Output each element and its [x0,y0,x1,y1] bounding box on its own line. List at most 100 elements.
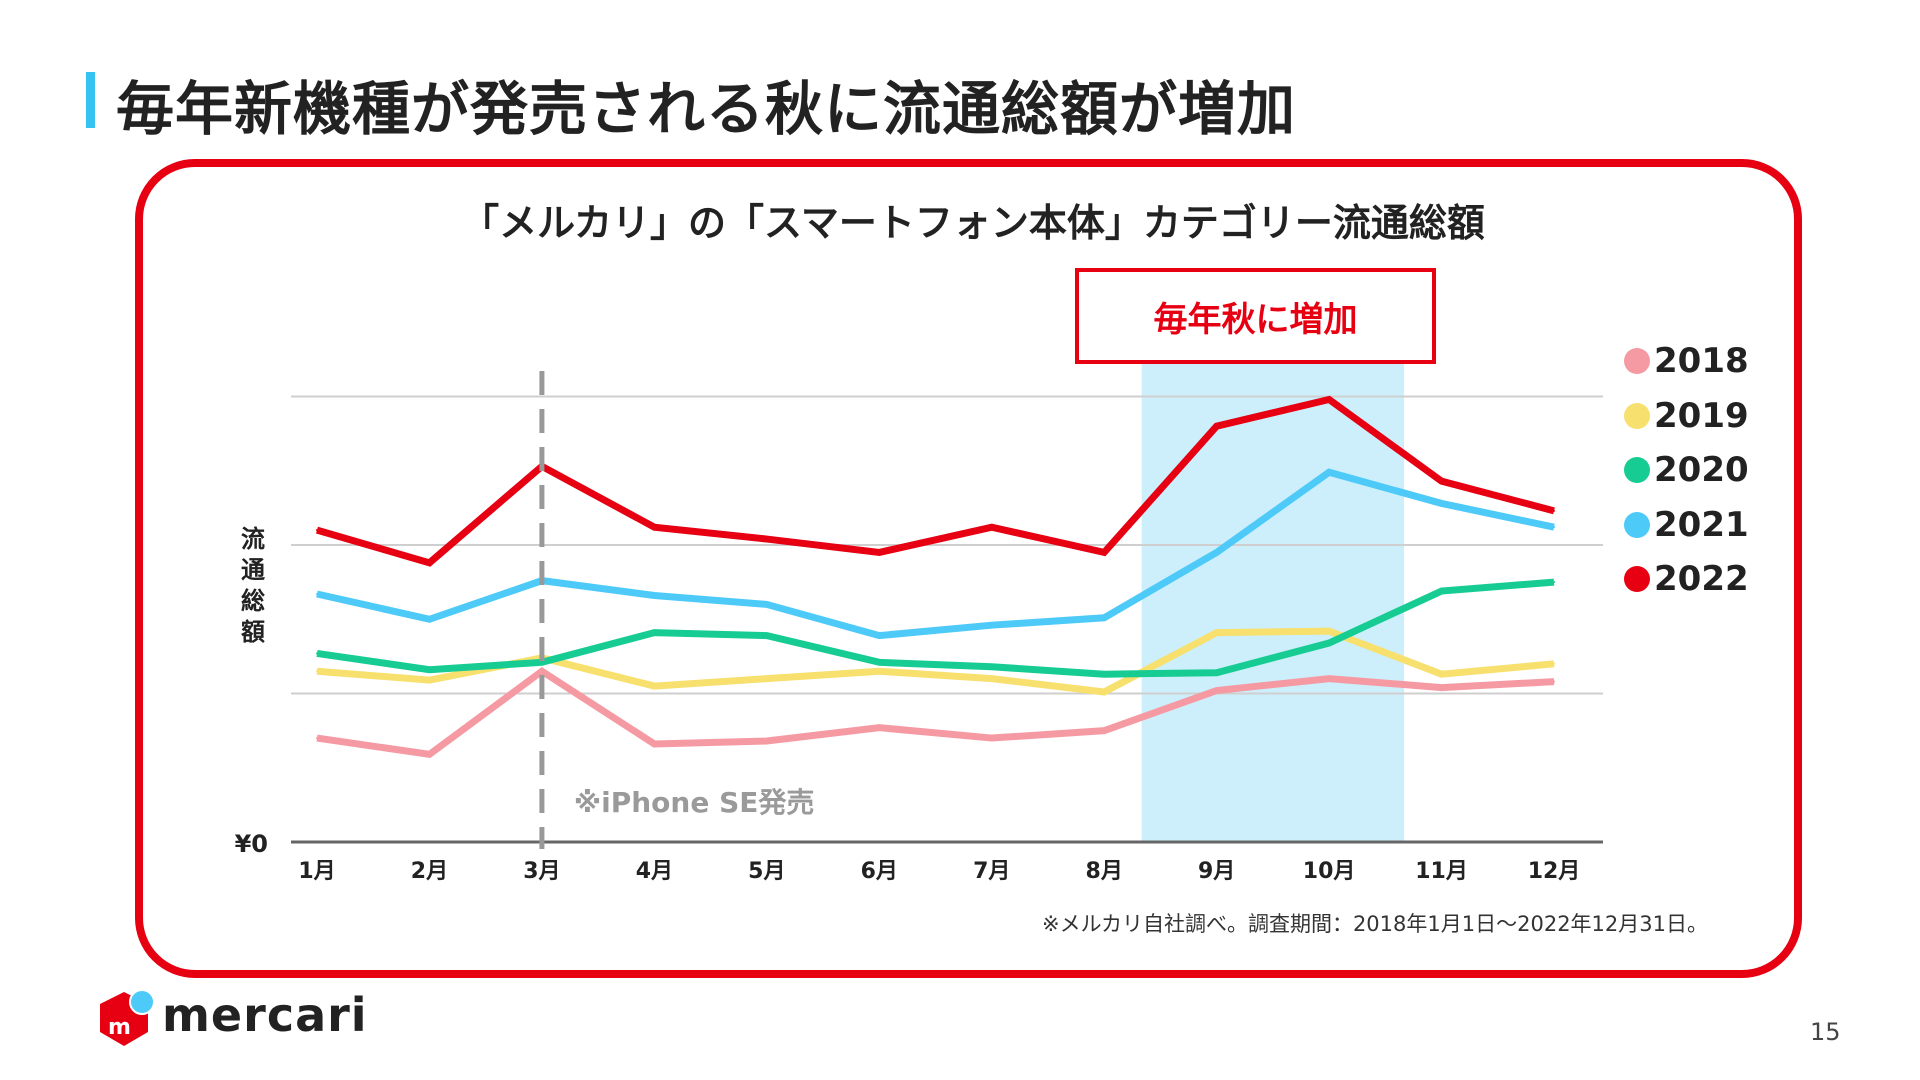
data-point-2018 [878,726,881,729]
data-point-2022 [990,526,993,529]
footnote: ※メルカリ自社調べ。調査期間：2018年1月1日〜2022年12月31日。 [1041,912,1708,936]
mercari-logo-icon: m [100,989,155,1046]
legend-label: 2019 [1654,395,1749,436]
data-point-2022 [428,561,431,564]
data-point-2019 [1328,630,1331,633]
legend-item: 2020 [1624,443,1749,498]
x-tick-label: 10月 [1303,859,1356,884]
data-point-2020 [1215,671,1218,674]
data-point-2021 [653,594,656,597]
x-tick-label: 6月 [861,859,898,884]
data-point-2019 [1103,691,1106,694]
data-point-2019 [428,679,431,682]
data-point-2019 [1553,662,1555,665]
series-line-2022 [316,395,1555,567]
data-point-2021 [765,603,768,606]
legend-label: 2022 [1654,559,1749,600]
data-point-2018 [540,670,543,673]
data-point-2019 [316,670,318,673]
data-point-2021 [1553,526,1555,529]
highlight-band [1141,364,1405,842]
data-point-2018 [1440,686,1443,689]
data-point-2020 [1103,673,1106,676]
data-point-2021 [1328,471,1331,474]
data-point-2022 [765,538,768,541]
data-point-2022 [878,551,881,554]
data-point-2020 [1553,581,1555,584]
data-point-2018 [990,737,993,740]
data-point-2021 [428,618,431,621]
x-tick-label: 11月 [1415,859,1468,884]
data-point-2020 [540,661,543,664]
legend-dot-icon [1624,402,1650,429]
data-point-2020 [1440,590,1443,593]
data-point-2019 [990,677,993,680]
data-point-2018 [1103,729,1106,732]
data-point-2021 [990,624,993,627]
data-point-2018 [428,753,431,756]
data-point-2018 [1553,680,1555,683]
data-point-2018 [316,737,318,740]
x-tick-label: 12月 [1528,859,1581,884]
series-line-2021 [316,468,1555,640]
annotation-text: ※iPhone SE発売 [574,786,814,819]
legend-label: 2021 [1654,504,1749,545]
data-point-2021 [1440,502,1443,505]
callout-text: 毎年秋に増加 [1153,299,1358,340]
chart-title: 「メルカリ」の「スマートフォン本体」カテゴリー流通総額 [461,201,1485,245]
series-line-2018 [316,666,1555,759]
legend-dot-icon [1624,348,1650,375]
data-point-2018 [1215,689,1218,692]
data-point-2022 [1328,398,1331,401]
x-tick-label: 2月 [411,859,448,884]
data-point-2021 [316,593,318,596]
data-point-2019 [878,670,881,673]
legend: 2018 2019 2020 2021 2022 [1624,334,1749,607]
x-tick-label: 4月 [636,859,673,884]
data-point-2018 [765,740,768,743]
data-point-2020 [878,661,881,664]
data-point-2019 [765,677,768,680]
x-tick-label: 9月 [1198,859,1235,884]
data-point-2020 [653,631,656,634]
data-point-2020 [1328,642,1331,645]
legend-item: 2021 [1624,498,1749,553]
data-point-2022 [1553,509,1555,512]
data-point-2020 [428,668,431,671]
legend-label: 2018 [1654,341,1749,382]
title-accent-bar [86,72,95,128]
legend-dot-icon [1624,566,1650,593]
data-point-2020 [990,665,993,668]
legend-item: 2022 [1624,552,1749,607]
logo-text: mercari [162,988,368,1042]
data-point-2019 [1440,673,1443,676]
x-tick-label: 5月 [748,859,785,884]
data-point-2019 [653,685,656,688]
data-point-2021 [1103,616,1106,619]
data-point-2021 [878,634,881,637]
x-tick-label: 8月 [1086,859,1123,884]
data-point-2022 [653,526,656,529]
x-tick-label: 3月 [523,859,560,884]
legend-item: 2018 [1624,334,1749,389]
page-title: 毎年新機種が発売される秋に流通総額が増加 [116,75,1297,143]
data-point-2018 [653,742,656,745]
legend-dot-icon [1624,511,1650,538]
series-line-2020 [316,578,1555,678]
legend-dot-icon [1624,457,1650,484]
data-point-2022 [1440,480,1443,483]
data-point-2019 [1215,631,1218,634]
callout-box: 毎年秋に増加 [1075,268,1436,364]
legend-item: 2019 [1624,389,1749,444]
x-tick-label: 1月 [298,859,335,884]
data-point-2022 [1215,425,1218,428]
data-point-2020 [316,652,318,655]
data-point-2022 [316,529,318,532]
data-point-2022 [1103,551,1106,554]
chart-frame [135,159,1802,978]
svg-text:m: m [108,1015,131,1040]
y-tick-label: ¥0 [235,830,268,858]
x-tick-label: 7月 [973,859,1010,884]
page-number: 15 [1810,1018,1841,1046]
